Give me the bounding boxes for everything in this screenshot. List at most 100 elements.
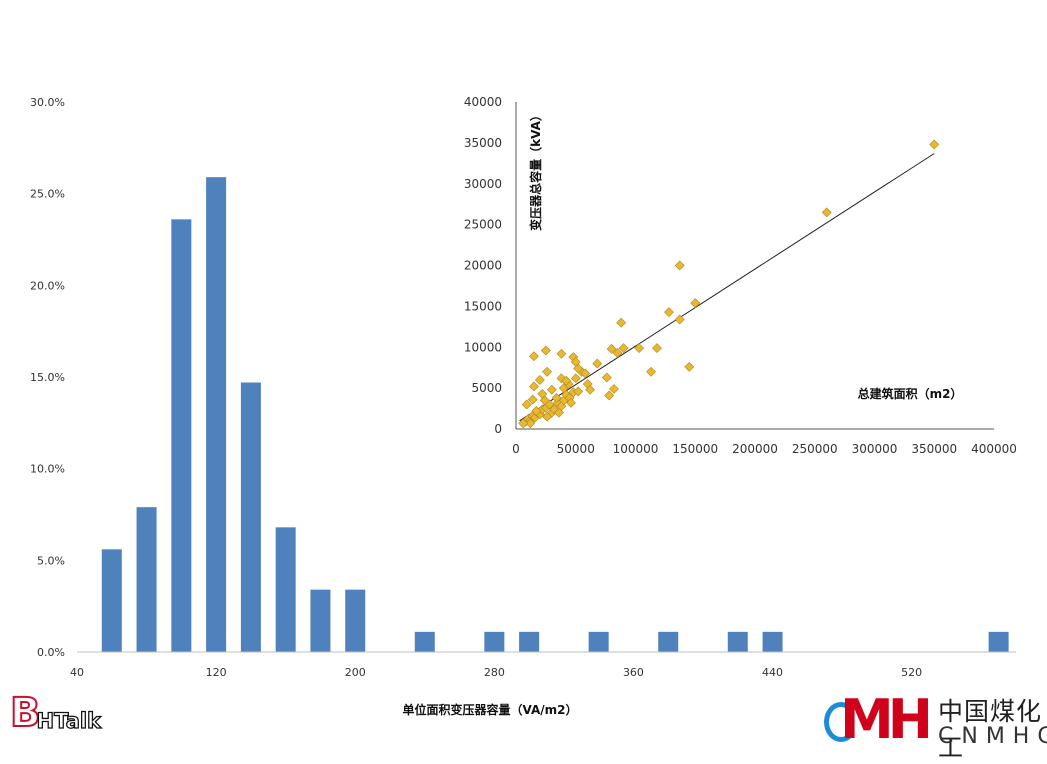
scatter-point [821,207,832,218]
cnmhg-logo-en: CNMHG [938,724,1047,749]
inset-y-axis-title: 变压器总容量（kVA） [528,109,543,231]
x-tick-label: 200 [345,666,366,679]
scatter-point [690,298,701,309]
x-tick-label: 360 [623,666,644,679]
scatter-point [540,345,551,356]
scatter-point [573,363,584,374]
scatter-point [616,317,627,328]
scatter-point [674,314,685,325]
inset-x-tick-label: 200000 [732,442,778,456]
bar [762,631,783,652]
scatter-point [684,361,695,372]
scatter-point [546,384,557,395]
trend-line [519,153,935,422]
bar [101,549,122,652]
y-tick-label: 20.0% [30,279,65,292]
x-tick-label: 440 [762,666,783,679]
bar [484,631,505,652]
inset-y-tick-label: 10000 [464,340,502,354]
inset-y-tick-label: 30000 [464,177,502,191]
inset-x-tick-label: 150000 [672,442,718,456]
scatter-point [531,406,542,416]
scatter-chart: 0 5000 10000 15000 20000 25000 30000 35000 40000… [464,95,1017,456]
scatter-point [674,260,685,271]
x-tick-label: 120 [206,666,227,679]
y-tick-label: 5.0% [37,554,65,567]
cnmhg-mark: MH [840,688,933,751]
inset-x-axis-ticks: 0 50000 100000 150000 200000 250000 300000 3500… [512,442,1017,456]
scatter-series [518,139,940,429]
bar-series [101,177,1009,653]
inset-x-tick-label: 100000 [613,442,659,456]
y-tick-label: 15.0% [30,371,65,384]
inset-x-tick-label: 350000 [911,442,957,456]
scatter-point [542,411,552,422]
inset-y-tick-label: 40000 [464,95,502,109]
scatter-point [551,393,562,403]
bar [310,589,331,652]
inset-x-tick-label: 0 [512,442,520,456]
inset-x-tick-label: 300000 [852,442,898,456]
scatter-point [537,388,548,399]
inset-y-axis-ticks: 0 5000 10000 15000 20000 25000 30000 35000 40000 [464,95,502,436]
inset-x-tick-label: 250000 [792,442,838,456]
scatter-point [525,418,536,429]
bar [727,631,748,652]
inset-y-tick-label: 15000 [464,299,502,313]
x-tick-label: 40 [70,666,84,679]
inset-y-tick-label: 20000 [464,259,502,273]
y-tick-label: 0.0% [37,646,65,659]
scatter-point [604,390,615,401]
bar [171,219,192,653]
x-tick-label: 280 [484,666,505,679]
inset-y-tick-label: 25000 [464,218,502,232]
y-tick-label: 10.0% [30,463,65,476]
scatter-point [664,307,674,318]
bar [414,631,435,652]
scatter-point [570,373,581,384]
bar [345,589,366,652]
inset-y-tick-label: 5000 [471,381,502,395]
scatter-point [529,381,539,392]
x-axis-ticks: 40 120 200 280 360 440 520 [70,666,922,679]
bhtalk-logo-b: B [9,690,41,736]
x-axis-title: 单位面积变压器容量（VA/m2） [403,702,578,717]
x-tick-label: 520 [901,666,922,679]
bar [519,631,540,652]
scatter-point [542,366,552,377]
inset-x-tick-label: 400000 [971,442,1017,456]
bar [136,507,157,652]
inset-y-tick-label: 35000 [464,136,502,150]
scatter-point [554,407,564,418]
bar [240,382,261,652]
scatter-point [580,368,591,379]
scatter-point [601,372,612,383]
bar [206,177,227,652]
scatter-point [518,418,529,429]
bar [658,631,679,652]
y-tick-label: 30.0% [30,96,65,109]
scatter-point [556,348,567,359]
scatter-point [652,343,662,353]
bar [275,527,296,652]
inset-y-tick-label: 0 [494,422,502,436]
scatter-point [573,386,584,397]
cnmhg-ring-icon [824,702,858,742]
bhtalk-logo-text: HTalk [36,708,102,733]
bhtalk-logo: B HTalk [9,690,102,736]
y-tick-label: 25.0% [30,188,65,201]
histogram-chart: 0.0% 5.0% 10.0% 15.0% 20.0% 25.0% 30.0% 40 120 2… [30,96,1016,717]
scatter-point [534,375,545,385]
inset-x-axis-title: 总建筑面积（m2） [858,386,963,401]
scatter-point [585,384,596,395]
scatter-point [592,358,603,369]
bar [588,631,609,652]
scatter-point [606,343,617,354]
scatter-point [529,351,539,362]
scatter-point [929,139,940,150]
cnmhg-logo: MH 中国煤化工 CNMHG [822,688,1047,762]
scatter-point [634,343,645,353]
scatter-point [566,397,576,408]
scatter-point [561,375,572,386]
